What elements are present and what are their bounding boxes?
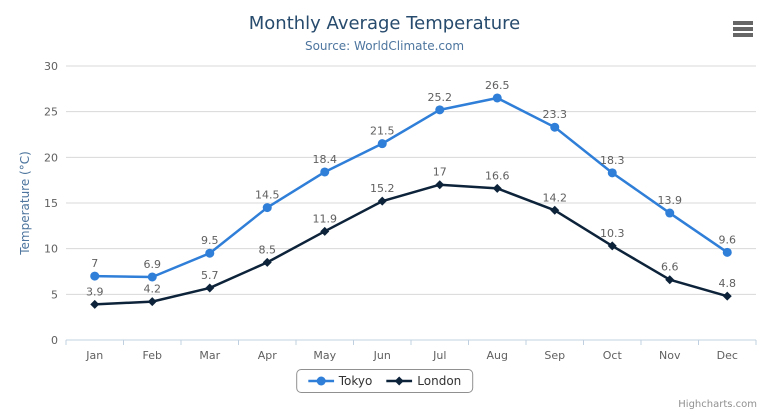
data-point-marker[interactable] bbox=[492, 183, 502, 193]
data-point-marker[interactable] bbox=[205, 248, 215, 258]
x-axis-label: Nov bbox=[659, 349, 681, 362]
x-axis-label: Sep bbox=[544, 349, 565, 362]
data-label: 8.5 bbox=[259, 243, 277, 256]
x-axis-label: Jul bbox=[432, 349, 446, 362]
data-label: 16.6 bbox=[485, 169, 510, 182]
legend-item-london[interactable]: London bbox=[386, 374, 461, 388]
data-label: 23.3 bbox=[543, 108, 568, 121]
legend-label: London bbox=[417, 374, 462, 388]
y-axis-label: 20 bbox=[44, 151, 58, 164]
data-point-marker[interactable] bbox=[722, 247, 732, 257]
data-label: 14.2 bbox=[543, 191, 568, 204]
y-axis-label: 5 bbox=[51, 288, 58, 301]
data-point-marker[interactable] bbox=[607, 241, 617, 251]
chart-subtitle: Source: WorldClimate.com bbox=[304, 39, 465, 53]
y-axis-label: 10 bbox=[44, 243, 58, 256]
data-label: 4.2 bbox=[144, 283, 162, 296]
data-point-marker[interactable] bbox=[320, 167, 330, 177]
data-label: 13.9 bbox=[658, 194, 683, 207]
data-point-marker[interactable] bbox=[147, 272, 157, 282]
data-label: 6.9 bbox=[144, 258, 162, 271]
data-label: 3.9 bbox=[86, 285, 104, 298]
x-axis-label: Mar bbox=[199, 349, 220, 362]
legend-marker-icon bbox=[386, 376, 413, 386]
x-axis-label: Aug bbox=[487, 349, 508, 362]
data-label: 26.5 bbox=[485, 79, 510, 92]
legend-item-tokyo[interactable]: Tokyo bbox=[307, 374, 373, 388]
y-axis-label: 0 bbox=[51, 334, 58, 347]
series-line-london[interactable] bbox=[93, 183, 729, 306]
legend-marker-icon bbox=[307, 376, 334, 386]
x-axis-label: May bbox=[313, 349, 336, 362]
y-axis-title: Temperature (°C) bbox=[18, 151, 32, 255]
data-point-marker[interactable] bbox=[722, 291, 732, 301]
x-axis-label: Apr bbox=[258, 349, 278, 362]
hamburger-icon bbox=[733, 21, 753, 25]
data-point-marker[interactable] bbox=[607, 168, 617, 178]
data-label: 9.6 bbox=[719, 233, 737, 246]
y-axis-label: 25 bbox=[44, 106, 58, 119]
data-point-marker[interactable] bbox=[377, 196, 387, 206]
x-axis-label: Jan bbox=[85, 349, 103, 362]
credits-link[interactable]: Highcharts.com bbox=[678, 399, 757, 410]
data-point-marker[interactable] bbox=[550, 122, 560, 132]
data-label: 6.6 bbox=[661, 261, 679, 274]
data-point-marker[interactable] bbox=[90, 271, 100, 281]
context-menu-button[interactable] bbox=[733, 21, 753, 37]
data-label: 21.5 bbox=[370, 125, 395, 138]
y-axis-label: 15 bbox=[44, 197, 58, 210]
x-axis-label: Feb bbox=[143, 349, 162, 362]
data-label: 18.3 bbox=[600, 154, 625, 167]
hamburger-icon bbox=[733, 33, 753, 37]
data-label: 5.7 bbox=[201, 269, 219, 282]
data-point-marker[interactable] bbox=[665, 275, 675, 285]
data-point-marker[interactable] bbox=[262, 257, 272, 267]
hamburger-icon bbox=[733, 27, 753, 31]
data-point-marker[interactable] bbox=[435, 180, 445, 190]
series-line-tokyo[interactable] bbox=[93, 96, 729, 279]
data-label: 14.5 bbox=[255, 189, 280, 202]
chart-title: Monthly Average Temperature bbox=[248, 13, 521, 34]
data-label: 17 bbox=[433, 166, 447, 179]
data-point-marker[interactable] bbox=[90, 299, 100, 309]
x-axis-label: Dec bbox=[717, 349, 738, 362]
data-label: 7 bbox=[91, 257, 98, 270]
data-label: 4.8 bbox=[719, 277, 737, 290]
data-point-marker[interactable] bbox=[320, 226, 330, 236]
data-point-marker[interactable] bbox=[665, 208, 675, 218]
data-label: 18.4 bbox=[313, 153, 338, 166]
data-point-marker[interactable] bbox=[435, 105, 445, 115]
data-point-marker[interactable] bbox=[147, 297, 157, 307]
y-axis-label: 30 bbox=[44, 60, 58, 73]
data-point-marker[interactable] bbox=[550, 205, 560, 215]
data-point-marker[interactable] bbox=[205, 283, 215, 293]
data-point-marker[interactable] bbox=[492, 93, 502, 103]
data-label: 10.3 bbox=[600, 227, 625, 240]
data-point-marker[interactable] bbox=[262, 203, 272, 213]
x-axis-label: Oct bbox=[603, 349, 623, 362]
data-label: 11.9 bbox=[313, 212, 338, 225]
legend: Tokyo London bbox=[295, 369, 474, 393]
legend-label: Tokyo bbox=[338, 374, 373, 388]
data-label: 15.2 bbox=[370, 182, 395, 195]
data-label: 25.2 bbox=[428, 91, 453, 104]
data-label: 9.5 bbox=[201, 234, 219, 247]
x-axis-label: Jun bbox=[373, 349, 391, 362]
data-point-marker[interactable] bbox=[377, 139, 387, 149]
